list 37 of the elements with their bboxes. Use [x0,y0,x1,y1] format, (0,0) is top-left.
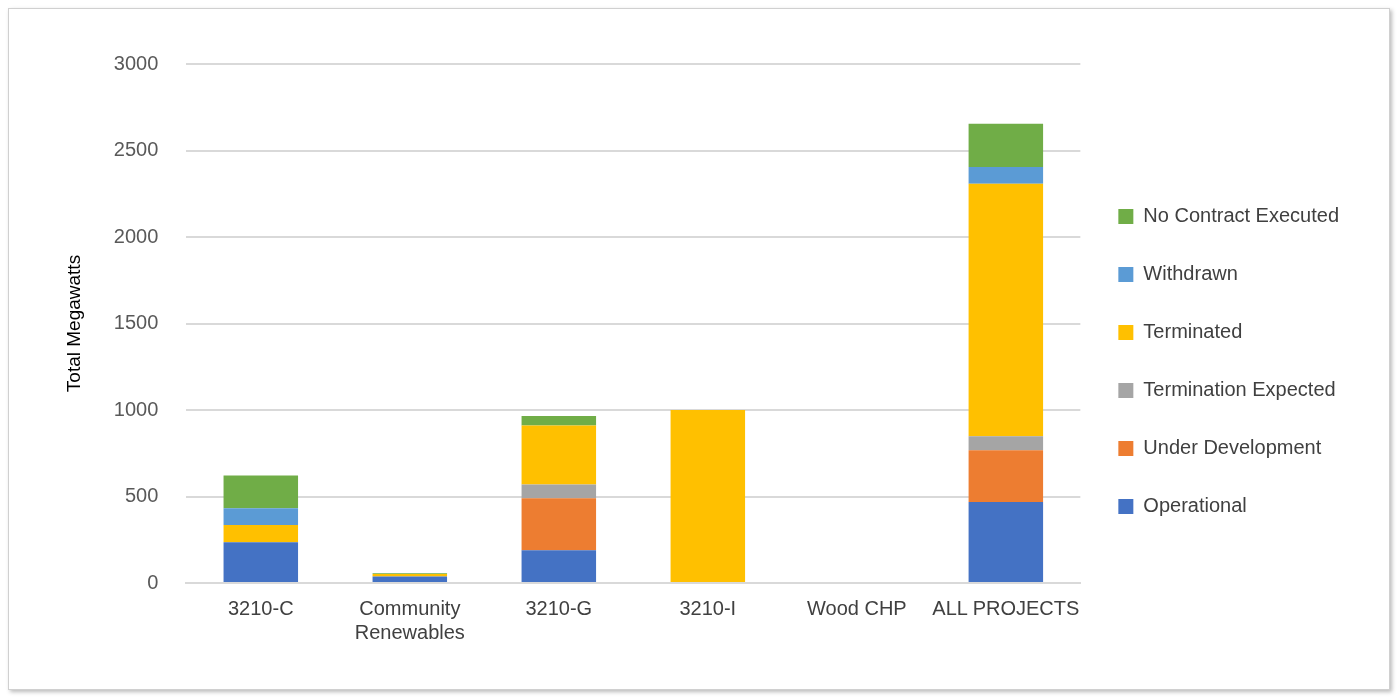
y-tick-label: 1500 [113,311,159,334]
x-tick-label: Wood CHP [807,596,907,619]
bar [968,450,1044,503]
legend-label: Under Development [1143,436,1322,459]
x-tick-label: 3210-C [227,596,294,619]
y-tick-label: 3000 [113,51,159,74]
y-tick-label: 2500 [113,138,159,161]
bar [372,576,448,582]
bar [521,550,597,582]
x-tick-label: 3210-I [679,596,737,619]
y-tick-label: 2000 [113,224,159,247]
bar [670,410,746,582]
bar [968,502,1044,582]
bar [968,123,1044,167]
bar [223,525,299,543]
legend-label: Terminated [1143,320,1243,343]
legend-label: Operational [1143,494,1247,517]
legend-label: No Contract Executed [1143,204,1339,227]
legend-label: Termination Expected [1143,378,1336,401]
bar [968,436,1044,451]
bar [968,183,1044,437]
bar [521,498,597,551]
x-tick-label: ALL PROJECTS [932,596,1080,619]
y-tick-label: 500 [124,484,159,507]
bar [223,542,299,582]
bar [521,425,597,485]
x-tick-label: 3210-G [525,596,593,619]
bar [968,166,1044,184]
y-tick-label: 1000 [113,397,159,420]
y-axis-title: Total Megawatts [62,254,84,393]
y-tick-label: 0 [147,570,159,593]
bar [223,508,299,526]
bar [521,416,597,426]
bar [223,475,299,509]
legend-label: Withdrawn [1143,262,1238,285]
x-tick-label: Community Renewables [354,596,465,643]
bar [521,484,597,499]
